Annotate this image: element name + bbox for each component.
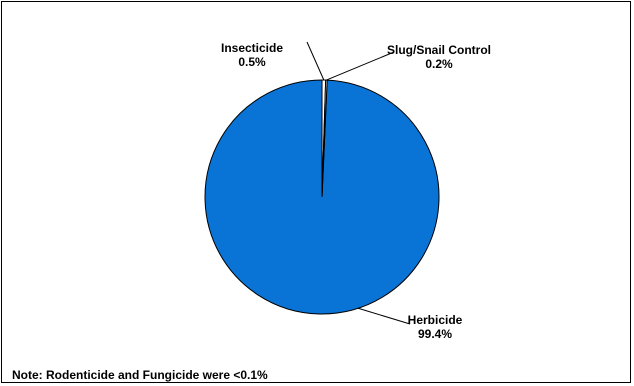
leader-line-insecticide bbox=[306, 41, 325, 81]
label-name-insecticide: Insecticide bbox=[221, 41, 283, 55]
label-value-insecticide: 0.5% bbox=[238, 55, 266, 69]
leader-lines bbox=[306, 41, 411, 325]
label-value-herbicide: 99.4% bbox=[418, 327, 452, 341]
leader-line-slug-snail-control bbox=[326, 51, 395, 81]
slice-labels: Insecticide 0.5% Slug/Snail Control 0.2%… bbox=[221, 41, 491, 341]
label-name-herbicide: Herbicide bbox=[408, 313, 463, 327]
label-name-slug-snail-control: Slug/Snail Control bbox=[387, 43, 491, 57]
label-value-slug-snail-control: 0.2% bbox=[425, 57, 453, 71]
pie-slices bbox=[204, 79, 440, 315]
chart-note: Note: Rodenticide and Fungicide were <0.… bbox=[12, 368, 268, 382]
leader-line-herbicide bbox=[358, 307, 411, 325]
